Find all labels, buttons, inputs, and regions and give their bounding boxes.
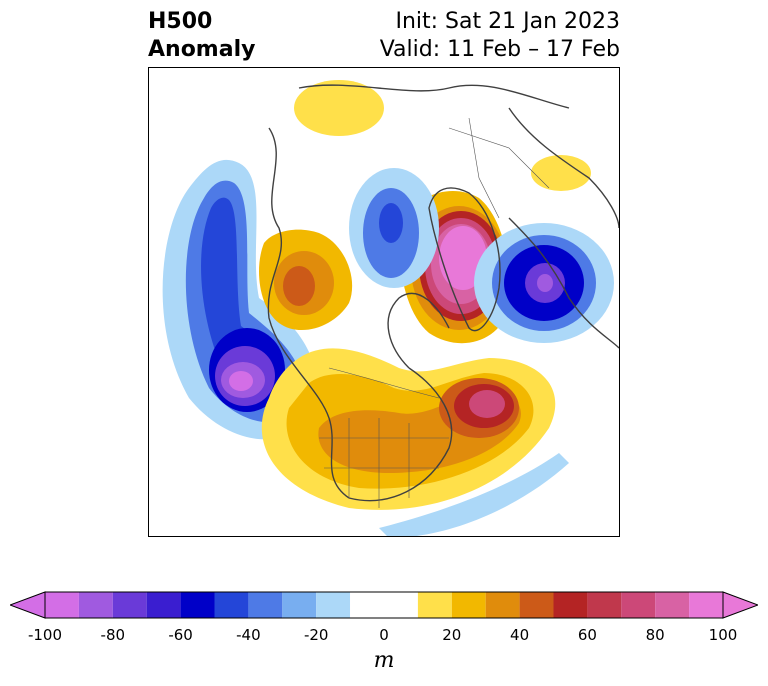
colorbar-tick-label: 40 <box>510 626 530 644</box>
subtropical-negative-anomaly <box>379 453 569 536</box>
colorbar-bins <box>45 592 723 618</box>
anomaly-map-svg <box>162 80 619 536</box>
political-borders <box>319 117 550 508</box>
colorbar-extend-low <box>10 591 46 619</box>
colorbar-bin <box>417 592 452 618</box>
colorbar-tick-label: 20 <box>442 626 462 644</box>
title-field: H500 <box>148 9 213 34</box>
anomaly-map <box>148 67 620 537</box>
eurasia-positive-anomaly <box>531 155 591 191</box>
colorbar-tick-label: 100 <box>708 626 738 644</box>
colorbar-tick-label: -100 <box>27 626 63 644</box>
canada-negative-anomaly <box>349 168 439 288</box>
colorbar <box>10 591 758 619</box>
colorbar-unit-label: m <box>373 648 395 673</box>
colorbar-tick-label: -40 <box>236 626 261 644</box>
colorbar-bin <box>451 592 486 618</box>
alaska-positive-anomaly <box>259 229 353 331</box>
colorbar-bin <box>350 592 418 618</box>
colorbar-bin <box>655 592 690 618</box>
chart-dates: Init: Sat 21 Jan 2023 Valid: 11 Feb – 17… <box>380 8 620 64</box>
colorbar-extend-high <box>722 591 758 619</box>
pacific-negative-anomaly <box>162 159 319 440</box>
colorbar-bin <box>519 592 554 618</box>
colorbar-bin <box>282 592 317 618</box>
valid-date-label: Valid: 11 Feb – 17 Feb <box>379 37 620 62</box>
colorbar-bin <box>316 592 351 618</box>
colorbar-bin <box>180 592 215 618</box>
init-date-label: Init: Sat 21 Jan 2023 <box>395 9 620 34</box>
colorbar-tick-label: -60 <box>168 626 193 644</box>
colorbar-tick-label: -80 <box>100 626 126 644</box>
colorbar-bin <box>689 592 723 618</box>
colorbar-bin <box>587 592 622 618</box>
atlantic-positive-anomaly <box>261 348 556 510</box>
arctic-positive-anomaly <box>294 80 384 136</box>
colorbar-bin <box>485 592 520 618</box>
colorbar-bin <box>248 592 283 618</box>
colorbar-tick-labels: -100 -80 -60 -40 -20 0 20 40 60 80 100 <box>0 626 768 646</box>
title-subfield: Anomaly <box>148 37 256 62</box>
colorbar-bin <box>146 592 181 618</box>
siberia-negative-anomaly <box>474 223 614 343</box>
colorbar-bin <box>553 592 588 618</box>
colorbar-bin <box>112 592 147 618</box>
colorbar-tick-label: 0 <box>379 626 389 644</box>
colorbar-bin <box>45 592 79 618</box>
colorbar-bin <box>78 592 113 618</box>
colorbar-tick-label: 80 <box>645 626 665 644</box>
colorbar-tick-label: 60 <box>577 626 597 644</box>
coastlines <box>267 84 619 502</box>
chart-title: H500 Anomaly <box>148 8 255 64</box>
colorbar-tick-label: -20 <box>303 626 329 644</box>
colorbar-bin <box>214 592 249 618</box>
colorbar-outline <box>44 591 724 619</box>
colorbar-bin <box>621 592 656 618</box>
